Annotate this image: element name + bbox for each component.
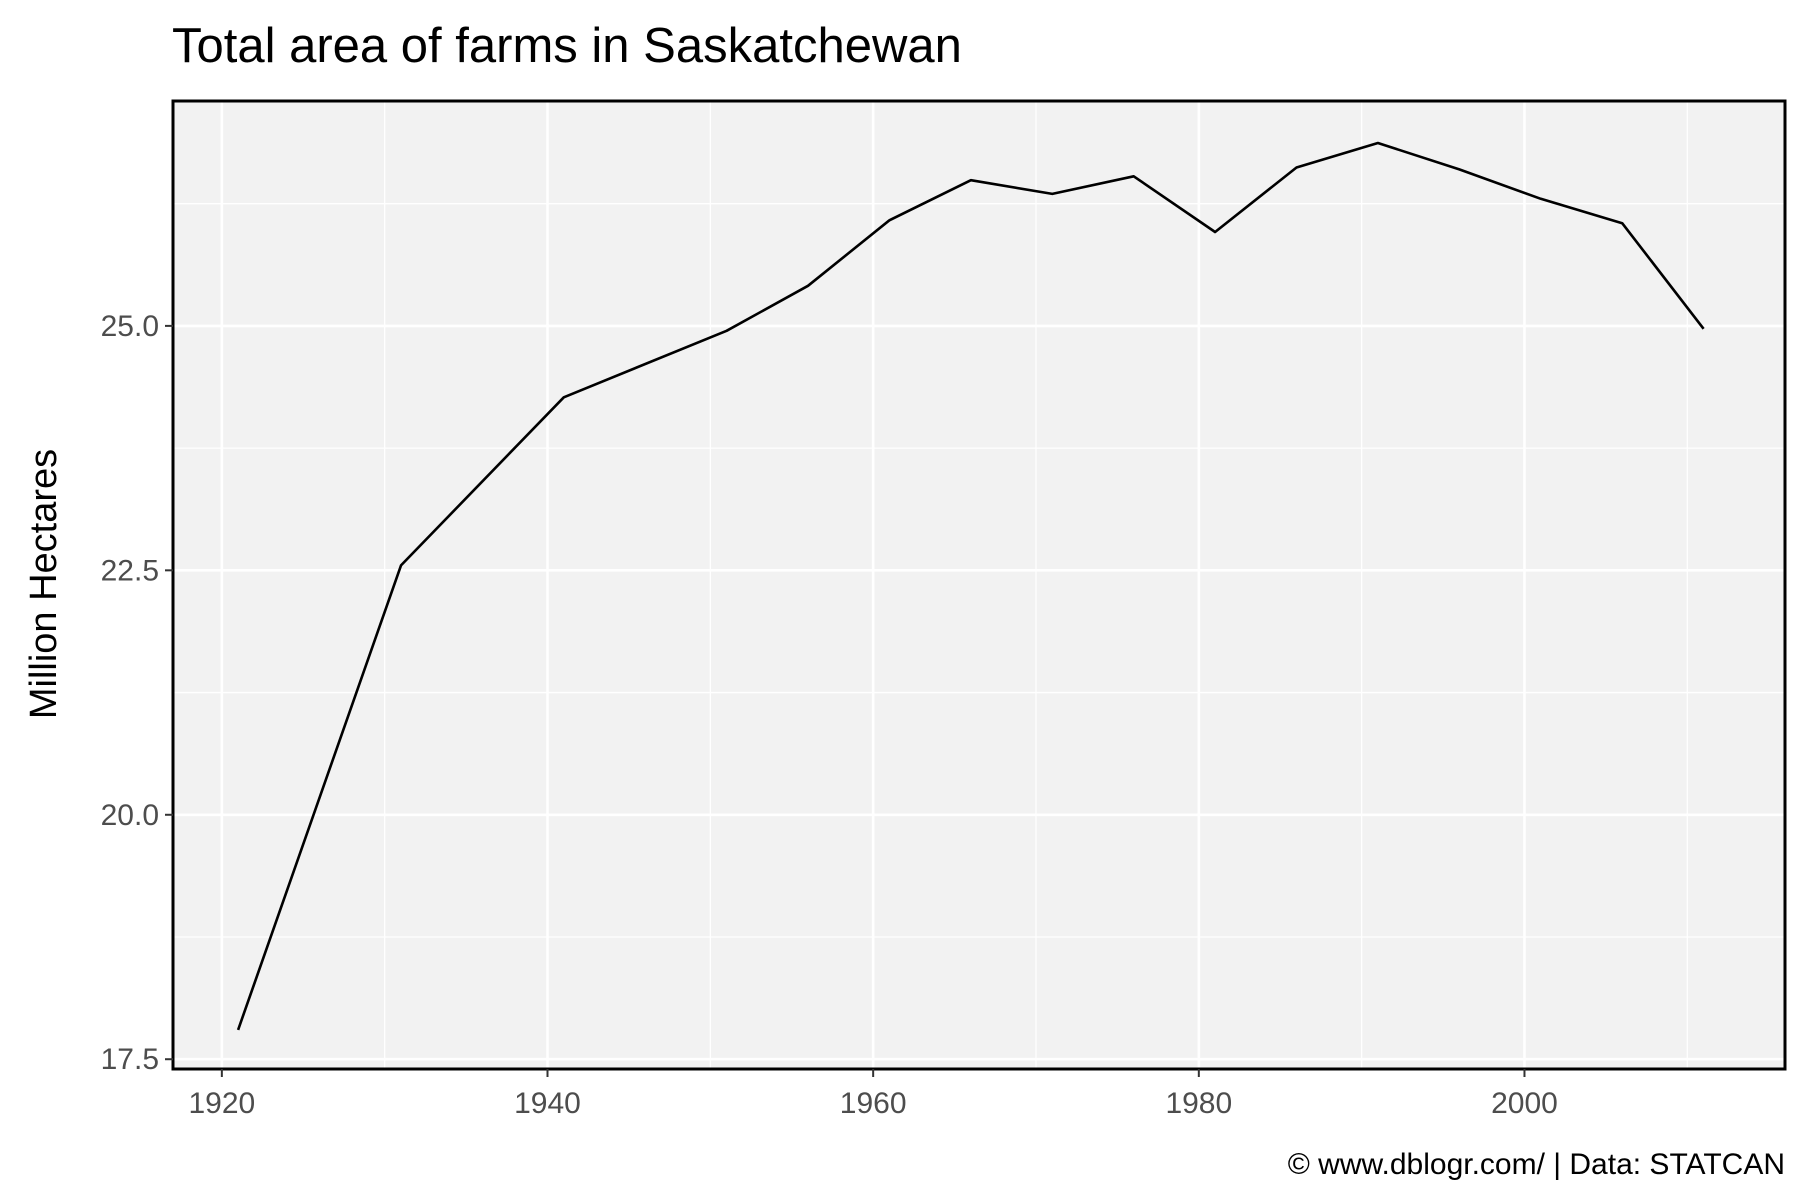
series-line <box>236 141 1705 1031</box>
x-tick-label: 1960 <box>840 1087 907 1120</box>
chart-title: Total area of farms in Saskatchewan <box>172 19 962 73</box>
plot-panel <box>173 101 1785 1069</box>
y-axis-title: Million Hectares <box>23 449 65 719</box>
chart-caption: © www.dblogr.com/ | Data: STATCAN <box>1288 1148 1785 1181</box>
x-tick-label: 1940 <box>514 1087 581 1120</box>
minor-gridlines-x <box>384 101 1688 1069</box>
x-tick-label: 1920 <box>188 1087 255 1120</box>
plot-border <box>171 99 1787 1071</box>
series-layer <box>236 141 1705 1031</box>
y-tick-label: 17.5 <box>101 1043 159 1076</box>
y-tick-label: 25.0 <box>101 310 159 343</box>
major-gridlines-y <box>173 324 1785 1061</box>
x-tick-label: 2000 <box>1491 1087 1558 1120</box>
major-gridlines-x <box>220 101 1526 1069</box>
minor-gridlines-y <box>173 203 1785 938</box>
x-axis: 1920 1940 1960 1980 2000 <box>188 1069 1558 1120</box>
y-axis: 17.5 20.0 22.5 25.0 <box>101 310 173 1076</box>
x-tick-label: 1980 <box>1165 1087 1232 1120</box>
y-tick-label: 20.0 <box>101 799 159 832</box>
y-tick-label: 22.5 <box>101 554 159 587</box>
